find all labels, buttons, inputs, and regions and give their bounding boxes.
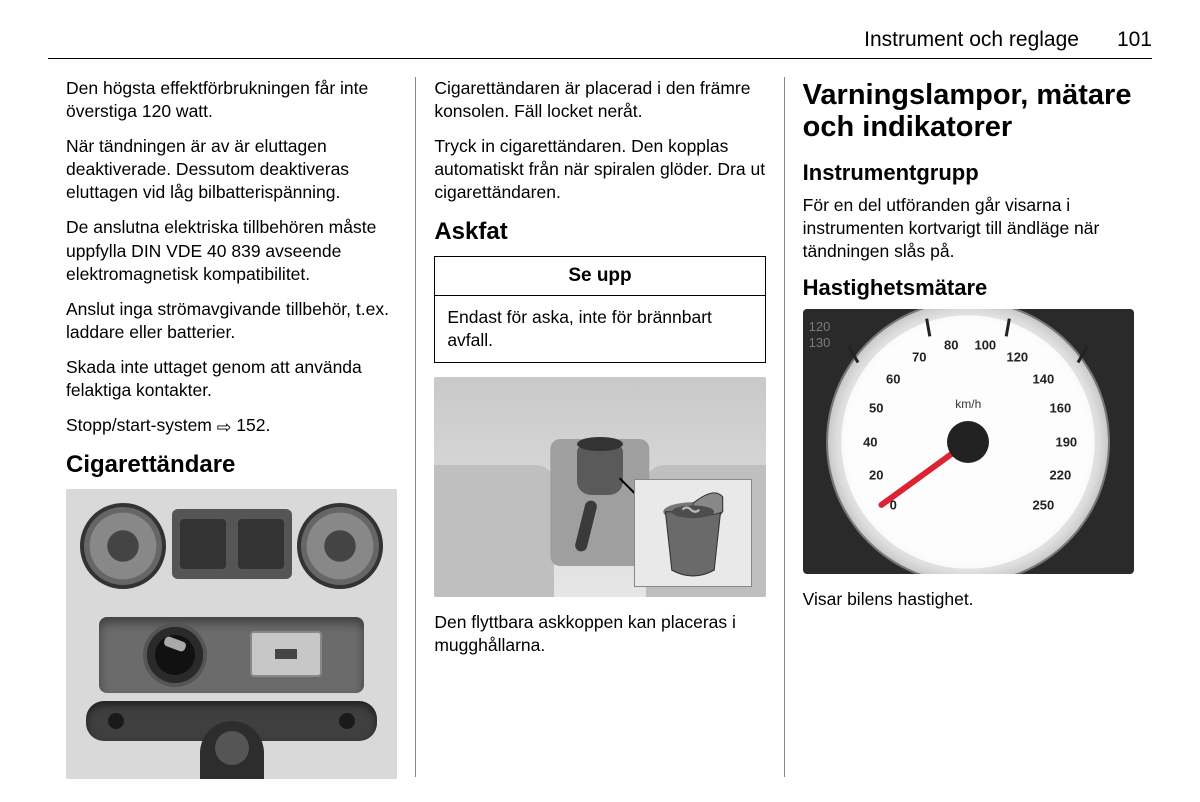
header-page-number: 101: [1117, 28, 1152, 52]
column-2: Cigarettändaren är placerad i den främre…: [415, 77, 783, 777]
gauge-tick: [848, 346, 860, 363]
col3-para-2: Visar bilens hastighet.: [803, 588, 1134, 611]
link-arrow-icon: ⇨: [217, 416, 232, 439]
gauge-number: 20: [869, 468, 883, 483]
cigarette-lighter-socket-icon: [147, 627, 203, 683]
caution-callout-head: Se upp: [435, 257, 764, 296]
center-buttons-icon: [172, 509, 292, 579]
gauge-number: 160: [1050, 401, 1072, 416]
caution-callout-body: Endast för aska, inte för brännbart avfa…: [435, 296, 764, 362]
col1-para-6b: 152.: [231, 415, 270, 435]
gauge-tick: [1005, 318, 1011, 336]
socket-row: [99, 617, 364, 693]
col3-heading-speedometer: Hastighetsmätare: [803, 275, 1134, 301]
header-section-title: Instrument och reglage: [864, 28, 1079, 52]
speedometer-gauge: km/h 0 20 40 5060 70 80 100 120 140 160 190 220 250: [828, 309, 1108, 574]
col3-heading-main: Varningslampor, mätare och indikatorer: [803, 79, 1134, 144]
speedometer-unit: km/h: [955, 397, 981, 411]
gear-shift-icon: [200, 721, 264, 779]
column-3: Varningslampor, mätare och indikatorer I…: [784, 77, 1152, 777]
col1-para-2: När tändningen är av är eluttagen deakti…: [66, 135, 397, 204]
aux-socket-icon: [250, 631, 322, 677]
gauge-tick: [926, 318, 932, 336]
gauge-number: 70: [912, 349, 926, 364]
col1-para-4: Anslut inga strömavgivande tillbehör, t.…: [66, 298, 397, 344]
col1-heading-cigarette-lighter: Cigarettändare: [66, 451, 397, 479]
gauge-number: 100: [974, 338, 996, 353]
gauge-number: 220: [1050, 468, 1072, 483]
gauge-number: 140: [1033, 371, 1055, 386]
col1-para-3: De anslutna elektriska tillbehören måste…: [66, 216, 397, 285]
col1-para-1: Den högsta effektförbrukningen får inte …: [66, 77, 397, 123]
figure-speedometer: 120 130 km/h 020405060708010012014016019…: [803, 309, 1134, 574]
gauge-tick: [1077, 346, 1089, 363]
content-columns: Den högsta effektförbrukningen får inte …: [48, 77, 1152, 777]
gauge-number: 120: [1006, 349, 1028, 364]
figure-cigarette-lighter: [66, 489, 397, 779]
col2-para-1: Cigarettändaren är placerad i den främre…: [434, 77, 765, 123]
ashtray-inset: [634, 479, 752, 587]
speedometer-hub-icon: [947, 421, 989, 463]
climate-dial-right-icon: [297, 503, 383, 589]
gauge-number: 80: [944, 338, 958, 353]
gauge-number: 60: [886, 371, 900, 386]
col3-heading-instrument-group: Instrumentgrupp: [803, 160, 1134, 186]
page-header: Instrument och reglage 101: [48, 28, 1152, 59]
col1-para-6: Stopp/start-system ⇨ 152.: [66, 414, 397, 437]
ashtray-detail-icon: [635, 480, 751, 586]
gauge-number: 190: [1055, 434, 1077, 449]
col2-heading-ashtray: Askfat: [434, 218, 765, 246]
col1-para-6a: Stopp/start-system: [66, 415, 217, 435]
col2-para-2: Tryck in cigarettändaren. Den kopplas au…: [434, 135, 765, 204]
gauge-number: 0: [890, 497, 897, 512]
gauge-number: 40: [863, 434, 877, 449]
column-1: Den högsta effektförbrukningen får inte …: [48, 77, 415, 777]
col2-para-3: Den flyttbara askkoppen kan placeras i m…: [434, 611, 765, 657]
climate-dial-left-icon: [80, 503, 166, 589]
figure-ashtray: [434, 377, 765, 597]
gauge-number: 50: [869, 401, 883, 416]
col1-para-5: Skada inte uttaget genom att använda fel…: [66, 356, 397, 402]
gauge-number: 250: [1033, 497, 1055, 512]
caution-callout: Se upp Endast för aska, inte för brännba…: [434, 256, 765, 363]
col3-para-1: För en del utföranden går visarna i inst…: [803, 194, 1134, 263]
